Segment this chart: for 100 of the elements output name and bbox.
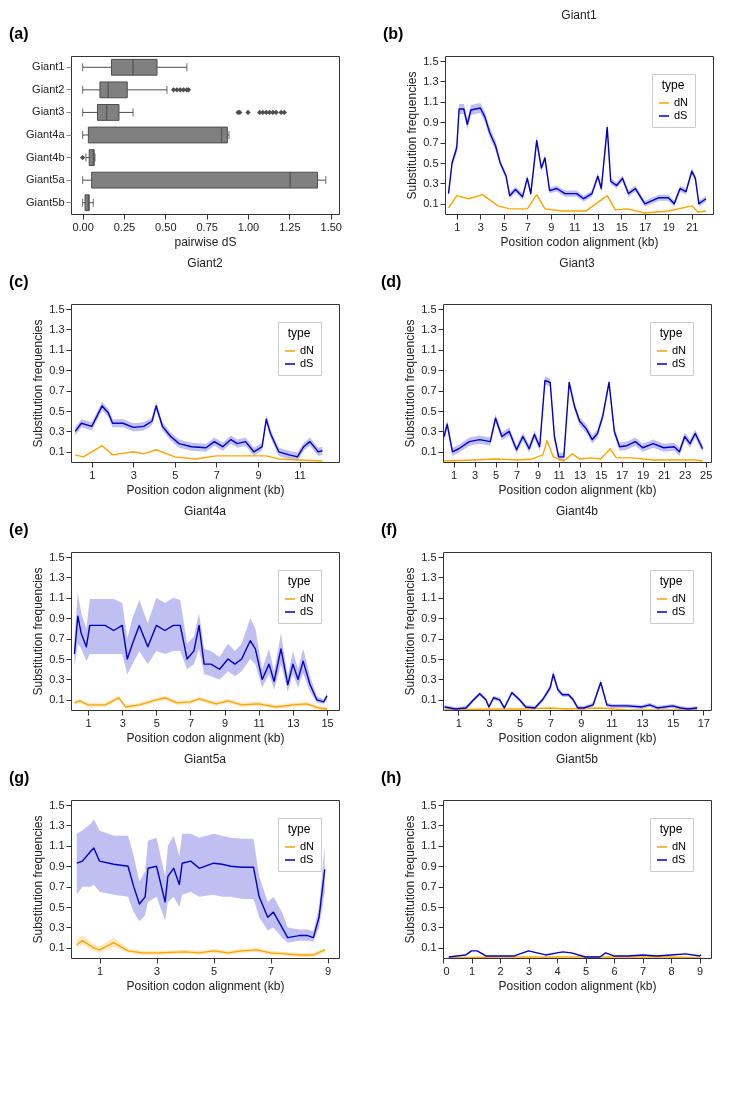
y-tick-label: 0.7 xyxy=(49,384,65,397)
x-tick-label: 21 xyxy=(658,468,671,481)
chart-title: Giant4b xyxy=(555,504,599,518)
y-tick-label: 0.5 xyxy=(49,404,65,417)
y-tick-label: 0.9 xyxy=(49,611,65,624)
y-tick-label: 0.5 xyxy=(49,652,65,665)
x-axis-title: Position codon alignment (kb) xyxy=(498,978,657,993)
text: (d) xyxy=(381,273,402,290)
legend-label: dS xyxy=(300,357,314,369)
x-tick-label: 15 xyxy=(667,716,680,729)
x-tick-label: 3 xyxy=(477,220,484,233)
x-tick-label: 15 xyxy=(595,468,608,481)
legend-label: dN xyxy=(300,592,315,604)
x-tick-label: 5 xyxy=(517,716,524,729)
x-tick-label: 5 xyxy=(210,964,218,977)
y-tick-label: 0.7 xyxy=(423,136,439,149)
x-tick-label: 1 xyxy=(450,468,458,481)
x-tick-label: 0.25 xyxy=(113,220,136,233)
chart-title: Giant2 xyxy=(187,256,223,270)
x-tick-label: 11 xyxy=(606,716,618,729)
y-tick-label: Giant1 xyxy=(32,60,65,73)
x-tick-label: 17 xyxy=(639,220,652,233)
x-tick-label: 3 xyxy=(486,716,493,729)
y-tick-label: 0.7 xyxy=(421,880,437,893)
y-axis-title: Substitution frequencies xyxy=(31,567,46,696)
x-tick-label: 1 xyxy=(85,716,92,729)
text: (f) xyxy=(381,521,397,538)
x-tick-label: 4 xyxy=(554,964,561,977)
x-tick-label: 1.50 xyxy=(320,220,342,233)
y-tick-label: 0.7 xyxy=(49,880,65,893)
x-axis-title: Position codon alignment (kb) xyxy=(126,482,285,497)
y-tick-label: 1.3 xyxy=(421,322,437,335)
x-tick-label: 13 xyxy=(287,716,300,729)
x-tick-label: 5 xyxy=(172,468,179,481)
legend-label: dN xyxy=(672,840,687,852)
chart-title: Giant5b xyxy=(555,752,599,766)
x-tick-label: 3 xyxy=(525,964,533,977)
y-tick-label: 0.1 xyxy=(49,693,65,706)
legend-label: dS xyxy=(300,605,314,617)
x-tick-label: 1 xyxy=(89,468,96,481)
legend-label: dN xyxy=(300,840,315,852)
y-tick-label: 1.1 xyxy=(49,343,65,356)
x-tick-label: 5 xyxy=(501,220,508,233)
x-axis-title: Position codon alignment (kb) xyxy=(498,730,657,745)
y-tick-label: 0.9 xyxy=(421,363,437,376)
legend-label: dS xyxy=(672,605,686,617)
legend-title: type xyxy=(659,822,683,836)
y-axis-title: Substitution frequencies xyxy=(31,319,46,448)
y-tick-label: 0.5 xyxy=(421,900,437,913)
legend-label: dS xyxy=(672,853,686,865)
y-tick-label: 0.5 xyxy=(49,900,65,913)
chart-title: Giant3 xyxy=(559,256,595,270)
y-tick-label: 0.3 xyxy=(421,920,437,933)
y-tick-label: 0.9 xyxy=(49,363,65,376)
y-tick-label: 1.5 xyxy=(421,798,437,811)
x-tick-label: 11 xyxy=(253,716,265,729)
y-tick-label: 0.7 xyxy=(421,632,437,645)
text: (h) xyxy=(381,769,402,786)
y-tick-label: Giant2 xyxy=(32,82,65,95)
legend-title: type xyxy=(287,822,311,836)
y-tick-label: 1.3 xyxy=(49,570,65,583)
y-tick-label: 0.9 xyxy=(423,115,439,128)
x-tick-label: 11 xyxy=(553,468,565,481)
legend-title: type xyxy=(287,326,311,340)
x-tick-label: 13 xyxy=(592,220,605,233)
x-tick-label: 5 xyxy=(492,468,500,481)
y-tick-label: Giant5b xyxy=(25,195,65,208)
x-tick-label: 5 xyxy=(582,964,590,977)
y-axis-title: Substitution frequencies xyxy=(403,567,418,696)
y-tick-label: 0.3 xyxy=(49,920,65,933)
x-axis-title: Position codon alignment (kb) xyxy=(126,978,285,993)
x-tick-label: 1 xyxy=(454,220,461,233)
y-tick-label: 1.5 xyxy=(421,302,437,315)
y-tick-label: 0.3 xyxy=(421,424,437,437)
x-tick-label: 9 xyxy=(697,964,704,977)
x-tick-label: 1 xyxy=(96,964,104,977)
y-tick-label: Giant4a xyxy=(25,128,66,140)
x-tick-label: 13 xyxy=(636,716,649,729)
y-tick-label: Giant3 xyxy=(32,105,65,118)
x-tick-label: 3 xyxy=(153,964,161,977)
y-tick-label: 1.1 xyxy=(49,591,65,604)
x-tick-label: 25 xyxy=(700,468,713,481)
x-tick-label: 21 xyxy=(686,220,699,233)
legend-label: dN xyxy=(672,344,687,356)
x-tick-label: 3 xyxy=(119,716,126,729)
x-tick-label: 7 xyxy=(547,716,554,729)
y-tick-label: 0.1 xyxy=(49,941,65,954)
x-tick-label: 0.00 xyxy=(72,220,94,233)
y-tick-label: 0.3 xyxy=(49,672,65,685)
x-tick-label: 17 xyxy=(697,716,710,729)
y-axis-title: Substitution frequencies xyxy=(31,815,46,944)
x-tick-label: 7 xyxy=(640,964,647,977)
y-tick-label: 0.7 xyxy=(49,632,65,645)
y-tick-label: 0.1 xyxy=(49,445,65,458)
chart-title: Giant4a xyxy=(183,504,227,518)
x-tick-label: 11 xyxy=(294,468,306,481)
y-tick-label: 0.5 xyxy=(421,652,437,665)
legend-label: dN xyxy=(674,96,689,108)
y-axis-title: Substitution frequencies xyxy=(403,319,418,448)
y-tick-label: 0.5 xyxy=(423,156,439,169)
